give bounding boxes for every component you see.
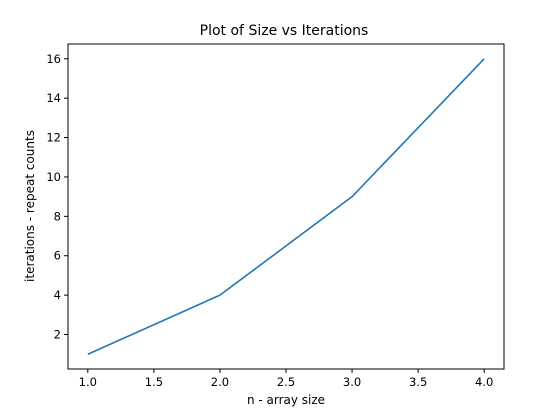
x-tick-label: 4.0 [475, 375, 493, 389]
y-tick-label: 4 [54, 288, 61, 302]
x-tick-label: 1.0 [79, 375, 97, 389]
series-line [87, 58, 485, 355]
plot-area-frame [67, 43, 505, 370]
x-axis-label: n - array size [247, 393, 325, 407]
y-tick-label: 8 [54, 209, 61, 223]
x-tick-label: 3.0 [343, 375, 361, 389]
y-tick-label: 2 [54, 328, 61, 342]
y-tick-label: 14 [46, 91, 61, 105]
series-group [87, 58, 485, 355]
x-tick-label: 2.5 [277, 375, 295, 389]
x-tick-label: 3.5 [409, 375, 427, 389]
y-tick-label: 16 [46, 52, 61, 66]
y-tick-label: 12 [46, 131, 61, 145]
y-tick-label: 10 [46, 170, 61, 184]
y-axis-ticks: 2 4 6 8 10 12 14 16 [46, 52, 68, 342]
chart-title: Plot of Size vs Iterations [200, 23, 369, 39]
y-tick-label: 6 [54, 249, 61, 263]
x-axis-ticks: 1.0 1.5 2.0 2.5 3.0 3.5 4.0 [79, 369, 493, 389]
x-tick-label: 2.0 [211, 375, 229, 389]
y-axis-label: iterations - repeat counts [23, 130, 37, 282]
x-tick-label: 1.5 [145, 375, 163, 389]
